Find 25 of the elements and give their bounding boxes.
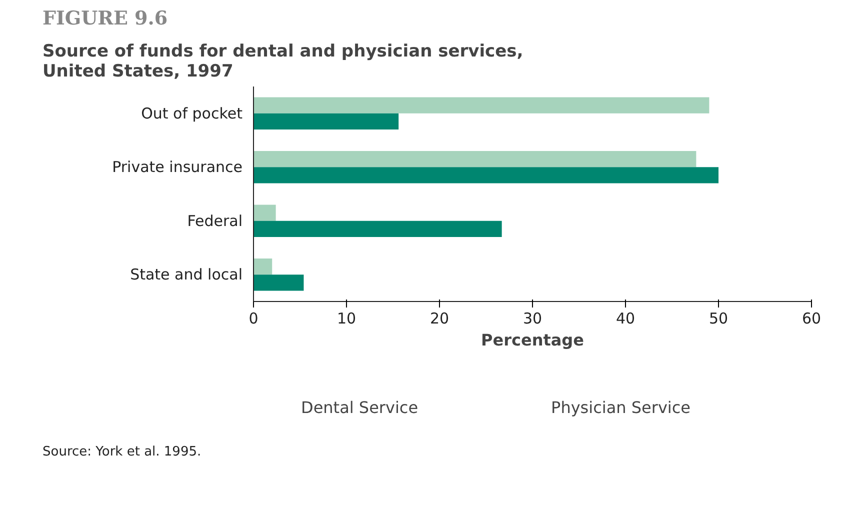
y-tick-label: Out of pocket: [141, 104, 243, 122]
x-axis-title: Percentage: [481, 330, 584, 350]
source-note: Source: York et al. 1995.: [42, 444, 202, 460]
x-tick-label: 50: [708, 310, 728, 328]
bar: [254, 113, 399, 130]
x-tick-label: 0: [248, 310, 258, 328]
x-tick-label: 60: [802, 310, 822, 328]
bar: [254, 167, 718, 184]
bar: [254, 220, 502, 237]
x-tick-label: 40: [616, 310, 636, 328]
bar: [254, 258, 272, 275]
x-tick-label: 10: [336, 310, 356, 328]
bar: [254, 97, 710, 114]
text: Physician Service: [551, 398, 690, 417]
bar: [254, 204, 276, 221]
y-tick-label: State and local: [130, 266, 243, 284]
x-tick-label: 20: [430, 310, 450, 328]
text: Dental Service: [301, 398, 418, 417]
y-tick-label: Federal: [187, 212, 242, 230]
x-tick-label: 30: [522, 310, 542, 328]
bar: [254, 151, 696, 168]
chart-subtitle: Source of funds for dental and physician services, United States, 1997: [42, 42, 524, 82]
chart-title: FIGURE 9.6: [42, 8, 168, 30]
bar: [254, 274, 304, 291]
y-tick-label: Private insurance: [112, 158, 243, 176]
